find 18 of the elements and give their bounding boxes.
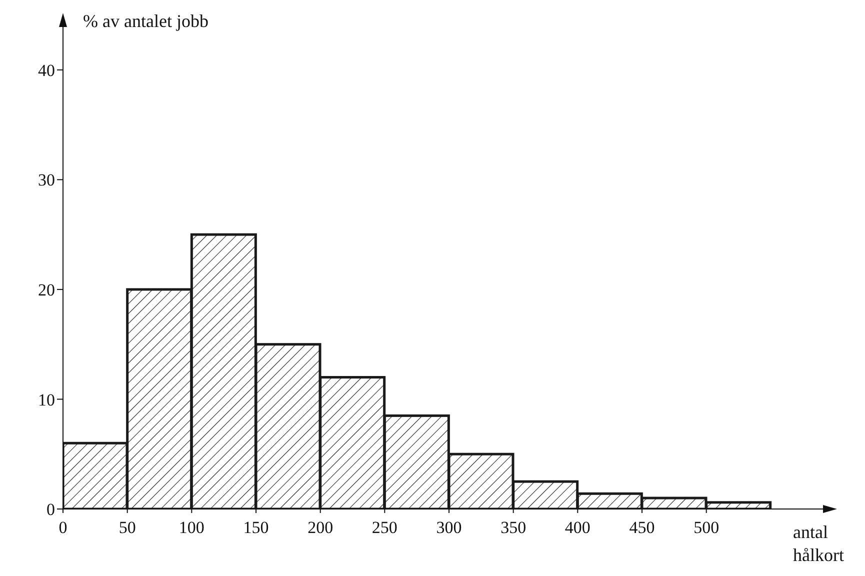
x-tick-label: 200	[308, 518, 334, 538]
y-tick-label: 20	[38, 280, 55, 300]
y-axis-title: % av antalet jobb	[83, 10, 210, 33]
x-axis-title: antal hålkort	[793, 521, 845, 567]
x-tick-label: 450	[629, 518, 655, 538]
x-tick-label: 300	[436, 518, 462, 538]
x-tick-label: 150	[243, 518, 269, 538]
y-tick-label: 10	[38, 390, 55, 410]
x-tick-label: 250	[372, 518, 398, 538]
x-tick-label: 100	[178, 518, 204, 538]
x-tick-label: 50	[118, 518, 136, 538]
x-tick-label: 0	[58, 518, 68, 538]
x-tick-label: 350	[500, 518, 526, 538]
y-tick-label: 30	[38, 170, 55, 190]
x-tick-label: 400	[564, 518, 590, 538]
y-tick-label: 40	[38, 60, 55, 80]
y-tick-label: 0	[46, 500, 55, 520]
x-tick-label: 500	[694, 518, 720, 538]
